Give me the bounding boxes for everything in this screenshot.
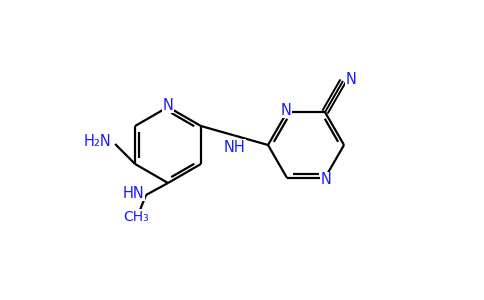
Text: N: N bbox=[320, 172, 332, 188]
Text: H₂N: H₂N bbox=[83, 134, 111, 149]
Text: N: N bbox=[163, 98, 173, 112]
Text: N: N bbox=[281, 103, 291, 118]
Text: CH₃: CH₃ bbox=[123, 210, 149, 224]
Text: N: N bbox=[346, 72, 356, 87]
Text: NH: NH bbox=[224, 140, 245, 155]
Text: HN: HN bbox=[122, 185, 144, 200]
